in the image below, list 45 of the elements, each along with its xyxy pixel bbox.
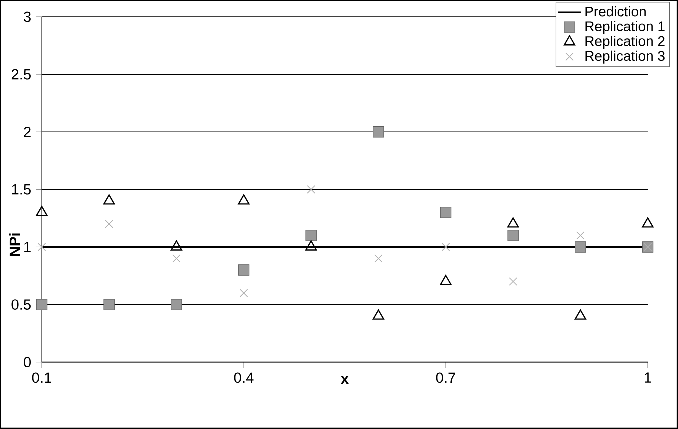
y-tick-label: 0 [24,357,32,368]
y-tick-label: 0.5 [12,300,31,310]
point [372,310,384,320]
y-tick-label: 2.5 [12,69,31,80]
y-tick-label: 2 [24,127,31,138]
x-tick-label: 0.4 [234,372,254,384]
y-axis-title: NPi [9,234,20,256]
y-tick-label: 1.5 [12,184,31,195]
point [306,240,318,251]
point [374,254,383,263]
point [238,264,250,276]
point [36,299,48,310]
point [172,254,181,263]
point [574,310,586,320]
point [240,289,248,298]
point [373,126,384,138]
point [576,232,585,240]
point [575,242,586,253]
point [508,218,520,228]
point [238,194,250,205]
point [509,278,518,286]
point [440,275,452,286]
point [38,243,46,252]
point [307,185,316,194]
x-tick-label: 0.7 [436,372,456,384]
point [105,220,114,228]
point [36,206,48,216]
point [104,194,116,205]
x-axis-title: x [341,376,349,384]
x-tick-label: 1 [645,372,652,383]
point [170,240,182,251]
legend-label: Replication 2 [586,36,665,50]
x-tick-label: 0.1 [32,372,52,384]
point [508,230,519,242]
legend-label: Replication 1 [586,21,665,34]
y-tick-label: 3 [24,12,31,22]
point [440,207,452,218]
point [104,299,115,310]
point [442,243,450,252]
point [306,230,317,242]
point [642,218,654,228]
y-tick-label: 1 [24,242,31,252]
point [171,299,182,310]
legend-label: Replication 3 [586,50,665,64]
legend-label: Prediction [586,6,646,17]
